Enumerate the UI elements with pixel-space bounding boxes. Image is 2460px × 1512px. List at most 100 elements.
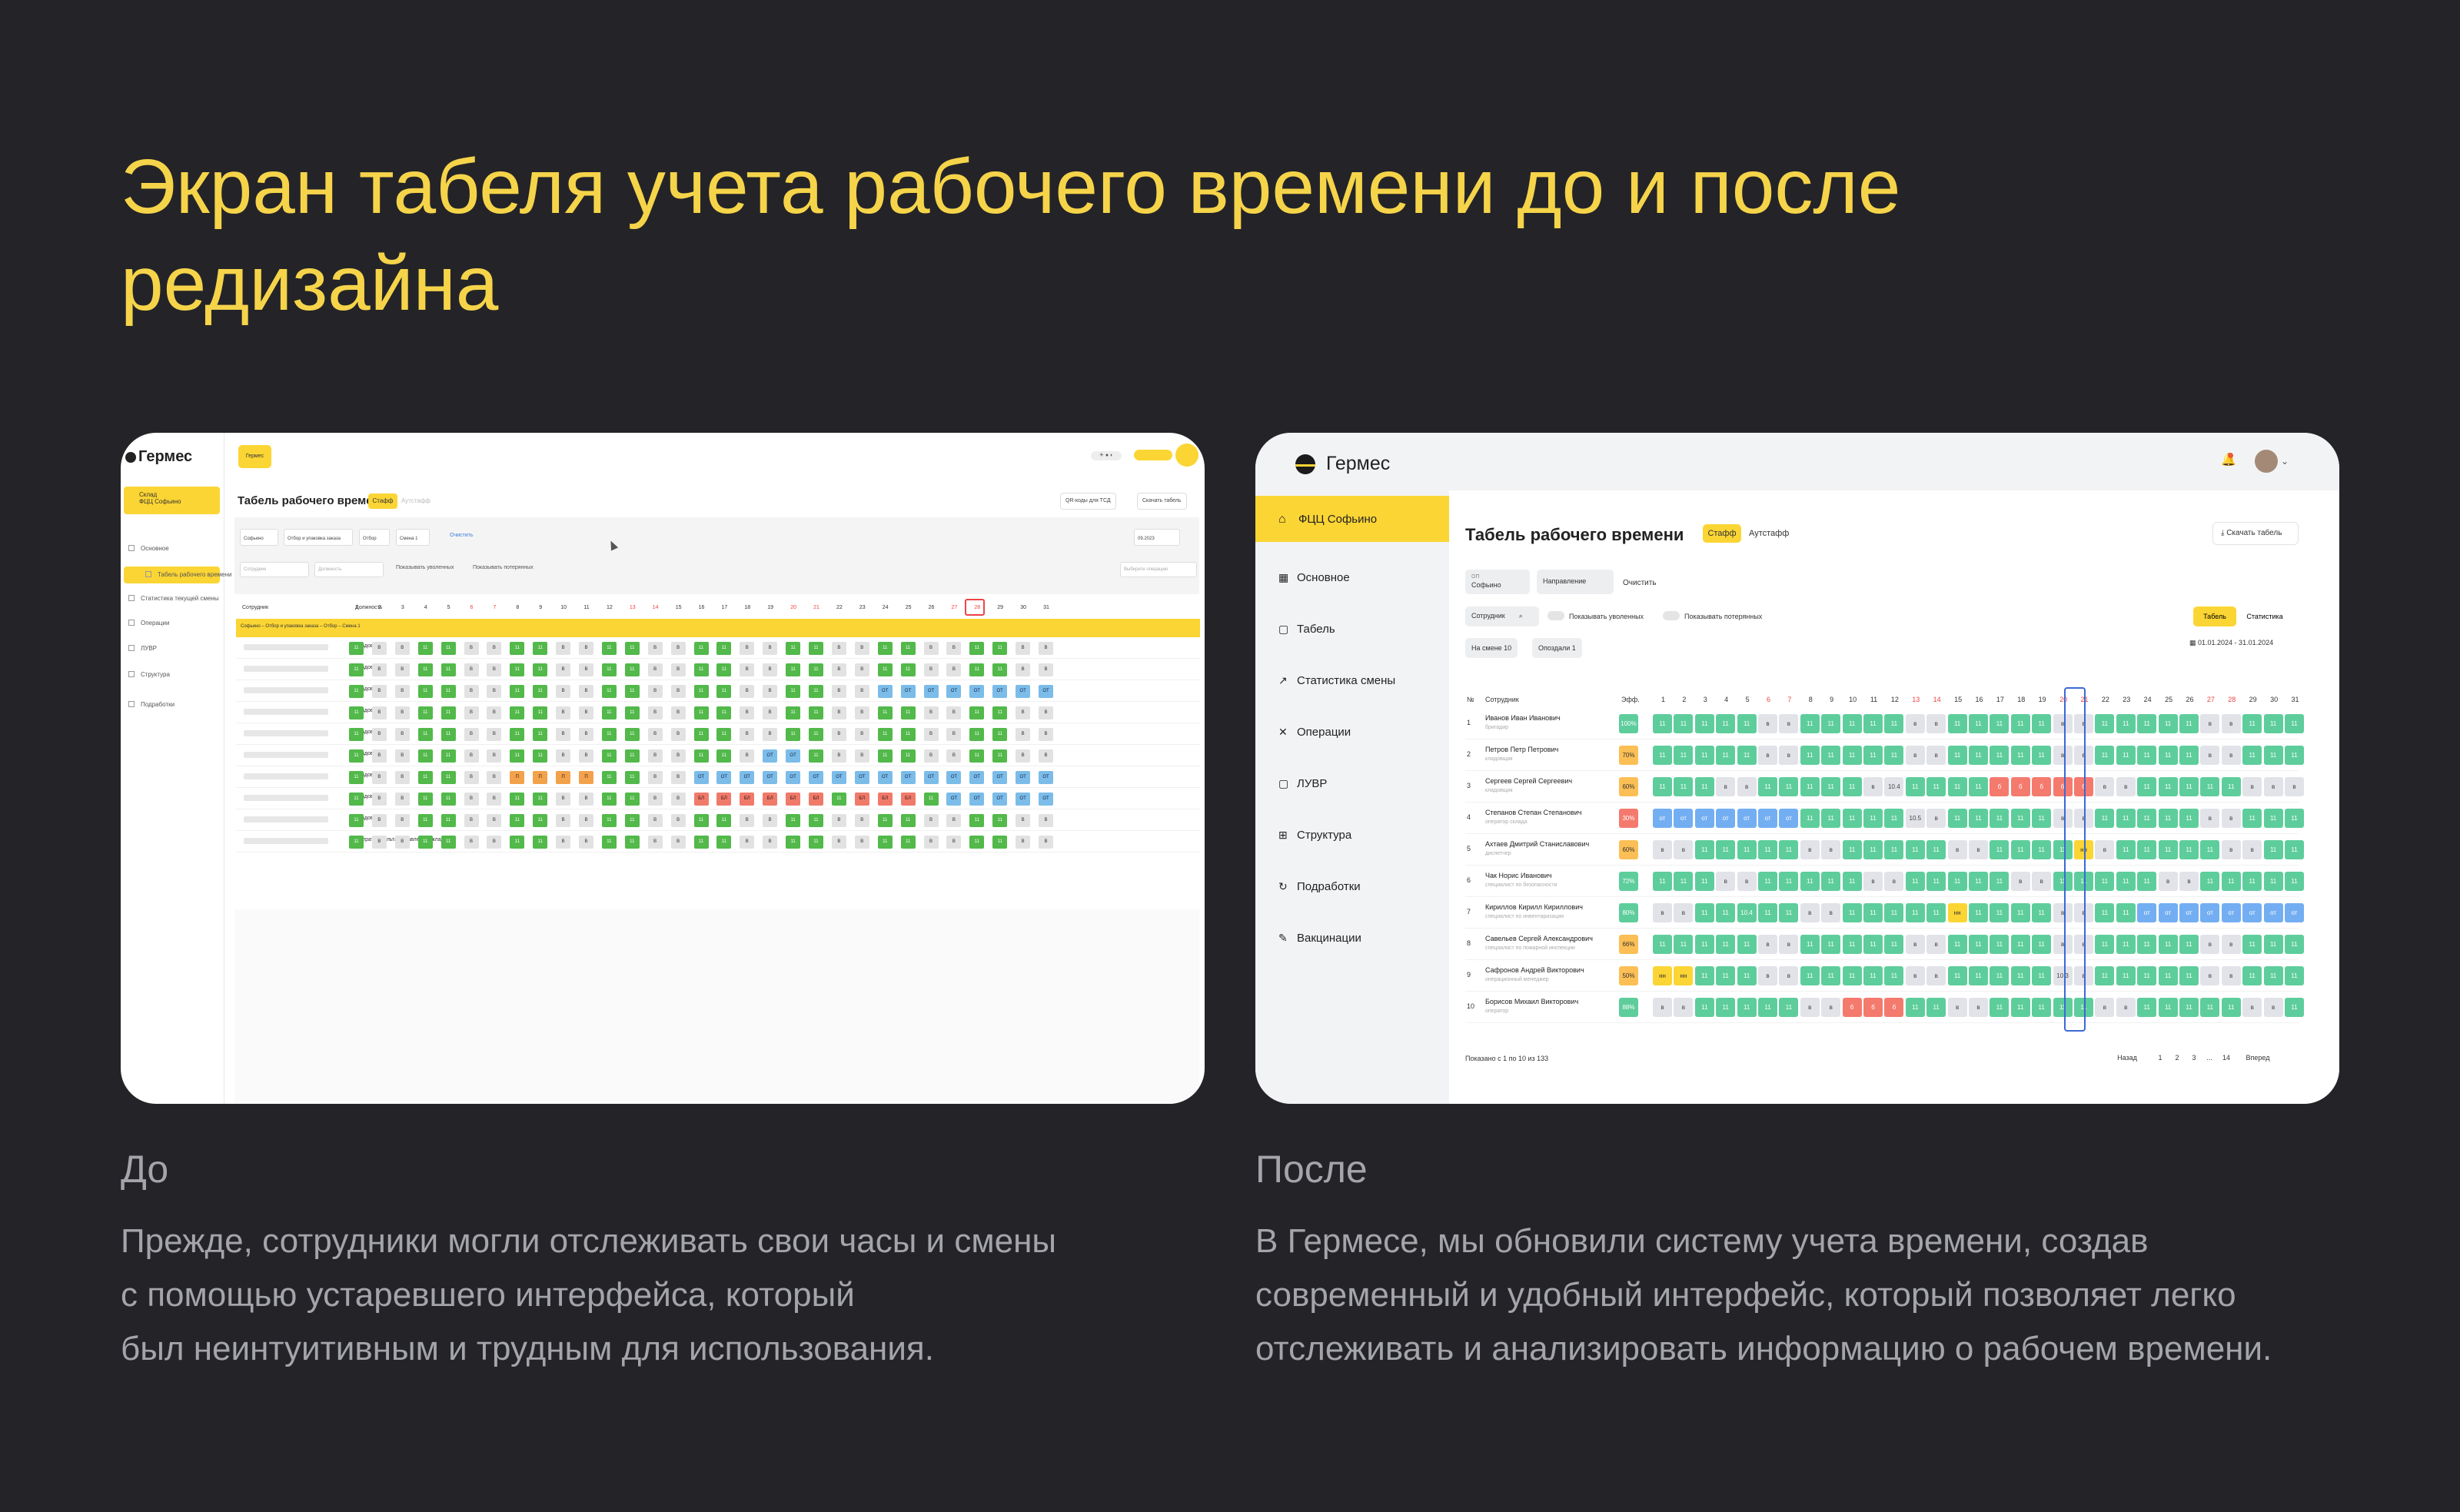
timesheet-cell[interactable]: П [533,771,548,784]
timesheet-cell[interactable]: 11 [2095,714,2115,733]
timesheet-cell[interactable]: 11 [2263,935,2283,954]
timesheet-cell[interactable]: B [394,663,410,676]
timesheet-cell[interactable]: 11 [349,706,364,719]
timesheet-cell[interactable]: 11 [1990,935,2010,954]
timesheet-cell[interactable]: 11 [1969,777,1988,796]
timesheet-cell[interactable]: 11 [2263,809,2283,828]
before-clear-link[interactable]: Очистить [450,533,474,538]
timesheet-cell[interactable]: 11 [1758,998,1777,1017]
timesheet-cell[interactable]: 11 [2137,872,2157,891]
timesheet-cell[interactable]: 11 [349,793,364,806]
after-toggle-fired[interactable]: Показывать уволенных [1547,611,1644,620]
timesheet-cell[interactable]: 11 [2179,840,2199,859]
timesheet-cell[interactable]: 11 [716,814,732,827]
timesheet-cell[interactable]: 11 [992,814,1008,827]
timesheet-cell[interactable]: 11 [1821,872,1841,891]
after-toggle-lost[interactable]: Показывать потерянных [1663,611,1762,620]
timesheet-cell[interactable]: 11 [1884,746,1904,765]
timesheet-cell[interactable]: ОТ [969,771,985,784]
timesheet-cell[interactable]: B [923,749,939,763]
timesheet-cell[interactable]: 11 [1653,746,1672,765]
timesheet-cell[interactable]: 11 [1674,872,1694,891]
timesheet-cell[interactable]: 11 [716,642,732,655]
timesheet-cell[interactable]: 11 [349,836,364,849]
timesheet-cell[interactable]: 11 [601,663,617,676]
timesheet-cell[interactable]: в [2053,746,2073,765]
before-nav-item[interactable]: ЛУВР [128,645,157,652]
timesheet-cell[interactable]: 11 [1905,998,1925,1017]
timesheet-cell[interactable]: в [1800,903,1820,922]
timesheet-cell[interactable]: 11 [533,728,548,741]
timesheet-cell[interactable]: B [579,663,593,676]
timesheet-cell[interactable]: 11 [1779,998,1799,1017]
timesheet-cell[interactable]: B [946,642,962,655]
timesheet-cell[interactable]: 11 [1863,746,1883,765]
timesheet-cell[interactable]: 11 [969,728,985,741]
timesheet-cell[interactable]: в [1884,872,1904,891]
timesheet-cell[interactable]: B [464,642,479,655]
timesheet-cell[interactable]: B [647,728,663,741]
timesheet-cell[interactable]: от [2242,903,2262,922]
timesheet-cell[interactable]: 11 [440,706,456,719]
timesheet-cell[interactable]: 11 [1716,966,1736,985]
timesheet-cell[interactable]: 11 [2179,935,2199,954]
table-row[interactable]: 8 Савельев Сергей Александрович специалист… [1465,929,2304,960]
timesheet-cell[interactable]: 11 [2053,840,2073,859]
timesheet-cell[interactable]: 11 [992,706,1008,719]
timesheet-cell[interactable]: 11 [1884,903,1904,922]
timesheet-cell[interactable]: 11 [440,749,456,763]
timesheet-cell[interactable]: ОТ [809,771,823,784]
timesheet-cell[interactable]: в [2200,809,2220,828]
timesheet-cell[interactable]: ОТ [992,685,1008,698]
timesheet-cell[interactable]: 11 [1842,872,1862,891]
timesheet-cell[interactable]: в [2221,966,2241,985]
timesheet-cell[interactable]: 11 [969,836,985,849]
table-row[interactable]: Кладовщик 11 B B 11 11 B B 11 11 B B 11 11 B B 11 11 B B 11 1… [236,659,1200,680]
timesheet-cell[interactable]: 11 [1800,966,1820,985]
timesheet-cell[interactable]: 11 [1947,872,1967,891]
timesheet-cell[interactable]: нн [1947,903,1967,922]
timesheet-cell[interactable]: 11 [2095,809,2115,828]
timesheet-cell[interactable]: B [464,728,479,741]
timesheet-cell[interactable]: 11 [2095,966,2115,985]
timesheet-cell[interactable]: от [2158,903,2178,922]
timesheet-cell[interactable]: в [1653,903,1672,922]
timesheet-cell[interactable]: 11 [2116,714,2136,733]
timesheet-cell[interactable]: 11 [601,642,617,655]
timesheet-cell[interactable]: ОТ [1039,771,1053,784]
pagination-item[interactable]: 1 [2158,1054,2162,1062]
timesheet-cell[interactable]: B [763,685,778,698]
timesheet-cell[interactable]: в [2200,966,2220,985]
timesheet-cell[interactable]: 11 [1990,746,2010,765]
timesheet-cell[interactable]: B [670,728,686,741]
timesheet-cell[interactable]: 11 [2095,746,2115,765]
timesheet-cell[interactable]: 11 [900,663,916,676]
timesheet-cell[interactable]: 11 [2116,746,2136,765]
timesheet-cell[interactable]: от [2221,903,2241,922]
timesheet-cell[interactable]: 11 [809,749,823,763]
timesheet-cell[interactable]: ОТ [740,771,755,784]
timesheet-cell[interactable]: в [2074,714,2093,733]
before-check-lost[interactable]: Показывать потерянных [473,565,534,570]
timesheet-cell[interactable]: ОТ [1016,685,1031,698]
timesheet-cell[interactable]: B [647,793,663,806]
timesheet-cell[interactable]: 10.4 [1884,777,1904,796]
before-employee-input[interactable]: Сотрудник [240,562,309,577]
timesheet-cell[interactable]: 11 [992,749,1008,763]
before-nav-item[interactable]: Основное [128,545,169,552]
timesheet-cell[interactable]: 11 [2010,903,2030,922]
timesheet-cell[interactable]: B [740,663,755,676]
timesheet-cell[interactable]: 11 [2116,966,2136,985]
before-avatar[interactable] [1175,444,1198,467]
timesheet-cell[interactable]: 11 [786,836,801,849]
timesheet-cell[interactable]: 11 [2158,966,2178,985]
timesheet-cell[interactable]: 11 [1716,998,1736,1017]
before-download-button[interactable]: Скачать табель [1137,493,1187,510]
timesheet-cell[interactable]: 11 [2158,746,2178,765]
timesheet-cell[interactable]: в [1905,935,1925,954]
timesheet-cell[interactable]: 11 [1694,966,1714,985]
timesheet-cell[interactable]: 11 [2032,998,2052,1017]
timesheet-cell[interactable]: 11 [1947,714,1967,733]
timesheet-cell[interactable]: 11 [1884,840,1904,859]
timesheet-cell[interactable]: 11 [1842,966,1862,985]
